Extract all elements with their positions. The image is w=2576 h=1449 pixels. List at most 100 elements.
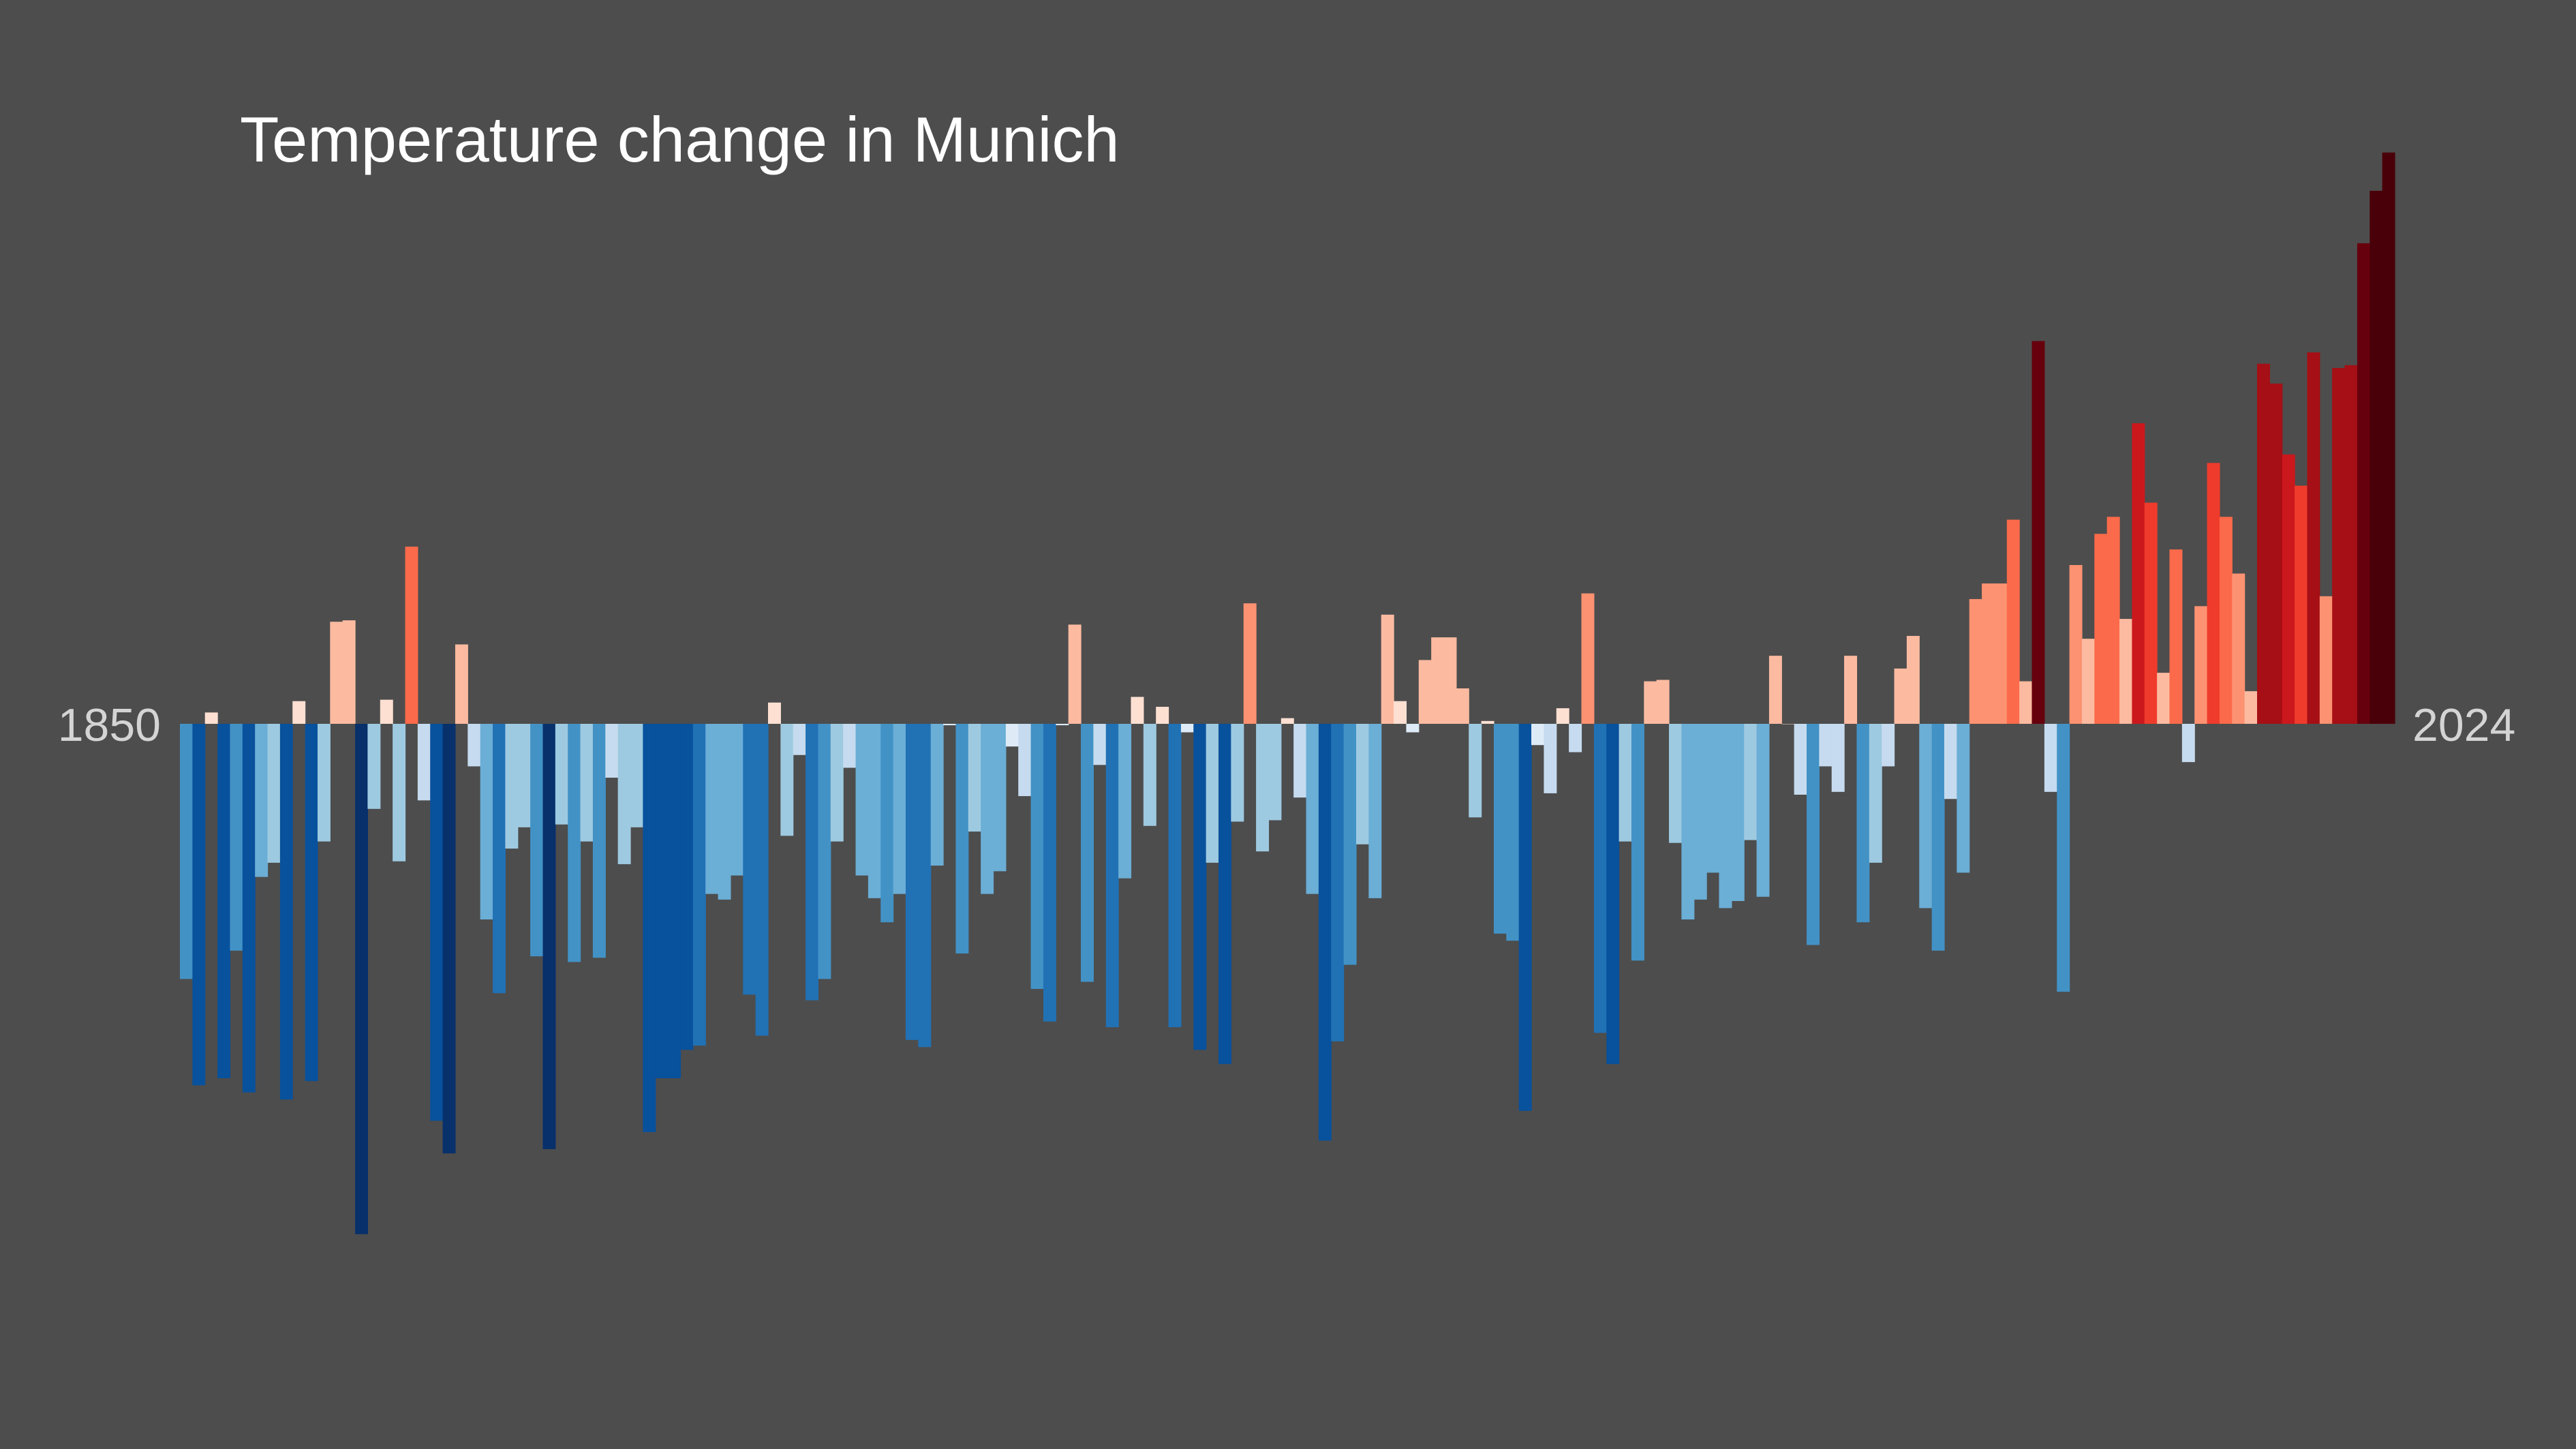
- bar-1997: [2019, 681, 2033, 724]
- bar-1851: [192, 724, 206, 1086]
- bar-1935: [1243, 603, 1257, 724]
- bar-1974: [1731, 724, 1745, 901]
- bar-1871: [442, 724, 456, 1154]
- bar-1881: [568, 724, 581, 962]
- bar-1911: [943, 724, 957, 726]
- bar-2018: [2282, 454, 2295, 724]
- bar-1968: [1656, 680, 1670, 724]
- bar-1889: [668, 724, 681, 1078]
- bar-1941: [1318, 724, 1332, 1141]
- bar-1867: [393, 724, 406, 861]
- bar-2004: [2106, 517, 2120, 724]
- bar-1859: [292, 701, 306, 724]
- bar-2001: [2069, 565, 2083, 724]
- bar-1863: [342, 620, 356, 724]
- bar-2011: [2194, 606, 2208, 724]
- bar-1924: [1105, 724, 1119, 1028]
- bar-1990: [1931, 724, 1945, 951]
- bar-1953: [1469, 724, 1482, 818]
- bar-1900: [806, 724, 819, 1001]
- bar-2014: [2232, 573, 2245, 724]
- bar-1927: [1143, 724, 1156, 826]
- bar-1916: [1005, 724, 1019, 747]
- bar-1928: [1156, 707, 1169, 724]
- bar-1915: [993, 724, 1007, 872]
- bar-1964: [1606, 724, 1620, 1065]
- bar-1971: [1693, 724, 1707, 900]
- bar-2019: [2295, 485, 2308, 724]
- bar-1959: [1544, 724, 1557, 793]
- bar-1886: [630, 724, 643, 827]
- bar-1933: [1218, 724, 1231, 1065]
- bar-1888: [655, 724, 669, 1078]
- bar-1998: [2031, 341, 2045, 724]
- bar-1993: [1969, 598, 1982, 724]
- bar-1902: [830, 724, 844, 842]
- bar-1880: [555, 724, 568, 825]
- bar-1954: [1481, 720, 1494, 724]
- bar-2022: [2332, 367, 2346, 724]
- bar-2015: [2244, 691, 2258, 724]
- bar-1855: [242, 724, 256, 1093]
- bar-1897: [767, 702, 781, 724]
- bar-1918: [1030, 724, 1044, 989]
- bar-1961: [1569, 724, 1582, 752]
- bar-1858: [279, 724, 293, 1100]
- bar-1876: [505, 724, 519, 849]
- bar-1893: [718, 724, 731, 900]
- bar-1999: [2044, 724, 2057, 792]
- bar-2003: [2094, 534, 2108, 724]
- bar-1970: [1681, 724, 1695, 920]
- bar-1938: [1281, 718, 1294, 724]
- bar-1948: [1406, 724, 1420, 733]
- bar-1854: [230, 724, 243, 951]
- bar-1887: [643, 724, 656, 1133]
- bar-1883: [592, 724, 606, 958]
- bar-1975: [1744, 724, 1758, 840]
- bar-1942: [1331, 724, 1345, 1041]
- bar-1937: [1268, 724, 1282, 821]
- bar-1965: [1619, 724, 1632, 842]
- bar-1987: [1894, 668, 1907, 724]
- bar-1852: [204, 712, 218, 724]
- bar-1903: [843, 724, 857, 768]
- bar-1906: [880, 724, 894, 923]
- bar-1922: [1081, 724, 1094, 982]
- bar-1926: [1131, 697, 1144, 724]
- bar-1986: [1882, 724, 1895, 767]
- bar-2010: [2181, 724, 2195, 763]
- bar-1945: [1368, 724, 1382, 898]
- bar-1868: [405, 547, 418, 724]
- bar-1949: [1418, 660, 1432, 724]
- bar-1977: [1768, 656, 1782, 724]
- bar-1862: [330, 622, 343, 724]
- bar-1950: [1431, 637, 1445, 724]
- bar-2023: [2344, 365, 2358, 724]
- bar-1898: [780, 724, 794, 836]
- bar-1894: [730, 724, 743, 876]
- bar-1914: [981, 724, 994, 894]
- bar-1885: [617, 724, 631, 864]
- bar-1932: [1206, 724, 1219, 863]
- bar-1896: [755, 724, 769, 1036]
- bar-1991: [1944, 724, 1957, 799]
- bar-1972: [1706, 724, 1720, 873]
- bar-2005: [2119, 619, 2133, 724]
- bar-1921: [1068, 624, 1082, 724]
- bar-1890: [680, 724, 694, 1050]
- bar-1912: [955, 724, 969, 954]
- bar-2021: [2319, 596, 2333, 724]
- bar-1892: [705, 724, 719, 894]
- bar-1967: [1644, 681, 1657, 724]
- bar-1908: [905, 724, 919, 1040]
- bar-1909: [918, 724, 932, 1048]
- bar-1864: [355, 724, 369, 1234]
- bar-1866: [380, 699, 393, 724]
- bar-1947: [1394, 701, 1407, 724]
- bar-1860: [305, 724, 318, 1082]
- bar-1994: [1982, 583, 1995, 724]
- bar-1958: [1531, 724, 1545, 746]
- bar-1861: [317, 724, 331, 842]
- bar-1996: [2006, 519, 2020, 724]
